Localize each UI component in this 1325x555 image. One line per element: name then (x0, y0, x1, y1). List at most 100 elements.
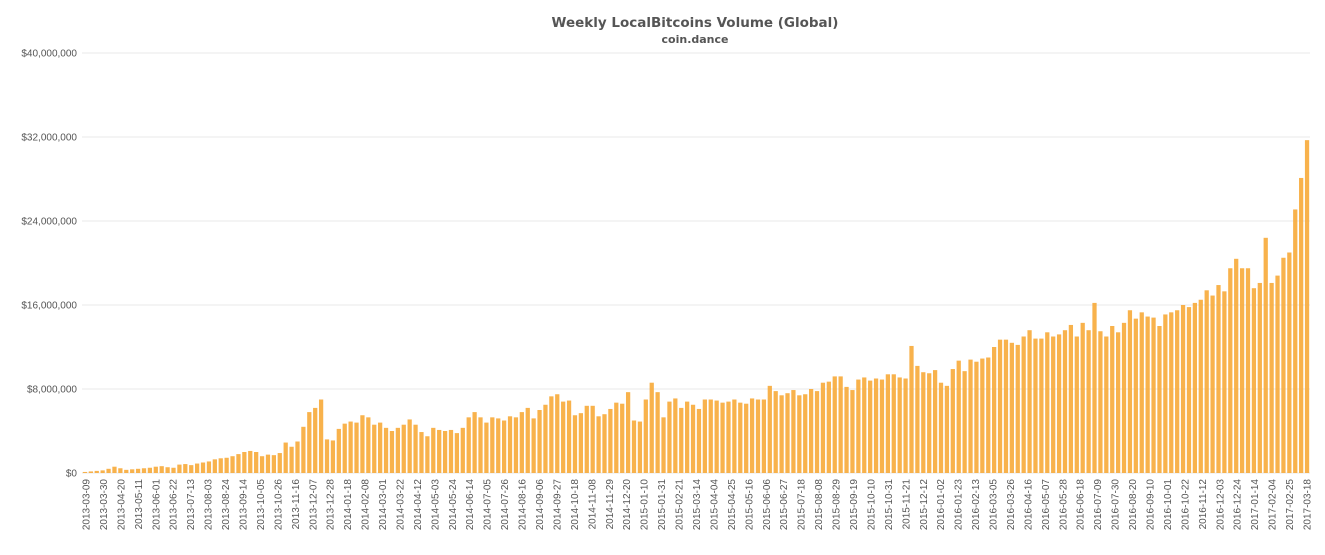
bar[interactable] (513, 417, 519, 473)
bar[interactable] (130, 469, 135, 473)
bar[interactable] (100, 470, 105, 474)
bar[interactable] (744, 403, 749, 473)
bar[interactable] (1304, 140, 1310, 473)
bar[interactable] (242, 452, 247, 473)
bar[interactable] (1216, 285, 1221, 473)
bar[interactable] (147, 467, 153, 473)
bar[interactable] (1163, 314, 1168, 473)
bar[interactable] (566, 400, 572, 473)
bar[interactable] (992, 347, 997, 473)
bar[interactable] (986, 357, 991, 474)
bar[interactable] (1169, 312, 1174, 473)
bar[interactable] (413, 424, 418, 473)
bar[interactable] (171, 467, 176, 473)
bar[interactable] (507, 416, 513, 473)
bar[interactable] (1133, 318, 1138, 473)
bar[interactable] (655, 392, 660, 473)
bar[interactable] (980, 358, 985, 473)
bar[interactable] (318, 399, 324, 474)
bar[interactable] (1116, 332, 1121, 473)
bar[interactable] (614, 402, 619, 473)
bar[interactable] (224, 457, 229, 473)
bar[interactable] (832, 376, 837, 473)
bar[interactable] (372, 424, 377, 473)
bar[interactable] (1021, 336, 1026, 474)
bar[interactable] (1257, 282, 1262, 473)
bar[interactable] (1210, 295, 1215, 473)
bar[interactable] (259, 456, 265, 473)
bar[interactable] (708, 399, 713, 474)
bar[interactable] (307, 412, 312, 473)
bar[interactable] (868, 380, 873, 473)
bar[interactable] (625, 392, 631, 473)
bar[interactable] (82, 471, 88, 473)
bar[interactable] (791, 390, 796, 473)
bar[interactable] (295, 441, 300, 474)
bar[interactable] (389, 431, 395, 473)
bar[interactable] (1251, 288, 1257, 473)
bar[interactable] (938, 382, 944, 473)
bar[interactable] (1104, 336, 1109, 474)
bar[interactable] (891, 374, 896, 473)
bar[interactable] (968, 359, 973, 473)
bar[interactable] (1039, 338, 1044, 473)
bar[interactable] (1299, 177, 1304, 473)
bar[interactable] (1121, 322, 1127, 473)
bar[interactable] (927, 373, 932, 473)
bar[interactable] (826, 381, 831, 473)
bar[interactable] (289, 446, 294, 473)
bar[interactable] (1269, 282, 1274, 473)
bar[interactable] (94, 470, 99, 473)
bar[interactable] (200, 462, 206, 474)
bar[interactable] (366, 417, 371, 473)
bar[interactable] (862, 377, 867, 473)
bar[interactable] (572, 415, 578, 473)
bar[interactable] (401, 424, 406, 473)
bar[interactable] (944, 385, 950, 473)
bar[interactable] (1145, 316, 1150, 473)
bar[interactable] (932, 370, 938, 473)
bar[interactable] (212, 459, 217, 473)
bar[interactable] (1175, 310, 1180, 473)
bar[interactable] (313, 407, 318, 473)
bar[interactable] (844, 386, 849, 473)
bar[interactable] (649, 382, 654, 473)
bar[interactable] (442, 431, 448, 473)
bar[interactable] (903, 378, 908, 474)
bar[interactable] (1239, 268, 1245, 473)
bar[interactable] (1293, 209, 1298, 473)
bar[interactable] (195, 463, 200, 473)
bar[interactable] (383, 427, 389, 473)
bar[interactable] (301, 426, 306, 473)
bar[interactable] (578, 413, 583, 473)
bar[interactable] (637, 421, 643, 473)
bar[interactable] (1062, 330, 1068, 473)
bar[interactable] (1045, 332, 1050, 473)
bar[interactable] (602, 414, 607, 473)
bar[interactable] (395, 427, 400, 473)
bar[interactable] (956, 360, 961, 473)
bar[interactable] (1198, 299, 1203, 473)
bar[interactable] (106, 468, 111, 473)
bar[interactable] (1139, 312, 1144, 473)
bar[interactable] (454, 433, 460, 473)
bar[interactable] (88, 471, 93, 473)
bar[interactable] (1287, 252, 1292, 474)
bar[interactable] (1157, 326, 1162, 473)
bar[interactable] (1127, 310, 1133, 473)
bar[interactable] (732, 399, 737, 474)
bar[interactable] (631, 420, 637, 474)
bar[interactable] (661, 417, 666, 473)
bar[interactable] (1151, 317, 1156, 473)
bar[interactable] (856, 379, 861, 473)
bar[interactable] (502, 420, 507, 474)
bar[interactable] (448, 429, 454, 473)
bar[interactable] (431, 427, 436, 473)
bar[interactable] (549, 396, 554, 473)
bar[interactable] (803, 394, 808, 473)
bar[interactable] (484, 422, 489, 473)
bar[interactable] (1275, 275, 1280, 473)
bar[interactable] (962, 371, 967, 473)
bar[interactable] (490, 417, 495, 473)
bar[interactable] (1003, 339, 1009, 473)
